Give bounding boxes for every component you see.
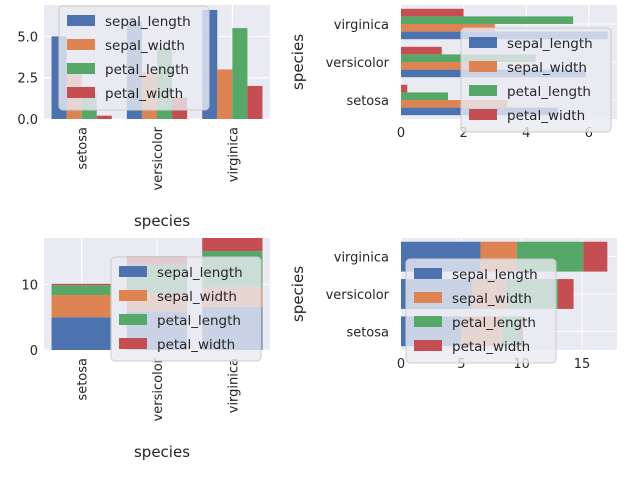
bar-petal_width-versicolor [401,46,442,55]
bar-petal_length-virginica [401,16,574,24]
y-tick-label: 10 [21,279,38,294]
legend-box [110,256,262,362]
legend-swatch-petal_length [414,316,442,327]
x-tick-label: setosa [76,127,91,170]
legend-entry-sepal_width: sepal_width [157,289,237,305]
x-tick-label: 0 [397,126,405,141]
bar-petal_length-virginica [232,28,248,120]
legend-swatch-sepal_width [414,292,442,303]
legend-swatch-petal_width [469,109,497,120]
bar-sepal_width-versicolor [401,62,489,70]
x-axis-label: species [134,443,190,461]
bar-sepal_length-setosa [51,317,112,350]
x-tick-label: 6 [585,126,593,141]
legend-entry-sepal_length: sepal_length [105,14,191,30]
x-tick-label: virginica [226,358,241,413]
legend-box [460,27,612,133]
y-tick-label: versicolor [326,288,390,303]
x-tick-label: versicolor [151,126,166,190]
bar-petal_width-setosa [401,84,408,93]
legend-entry-petal_length: petal_length [105,62,189,78]
x-tick-label: 5 [457,357,465,372]
y-tick-label: setosa [346,94,389,109]
legend-swatch-sepal_width [119,290,147,301]
legend-swatch-petal_width [119,338,147,349]
x-tick-label: 2 [459,126,467,141]
legend-entry-petal_length: petal_length [452,315,536,331]
y-tick-label: virginica [334,251,389,266]
legend-entry-petal_width: petal_width [452,339,530,355]
legend-swatch-petal_length [119,314,147,325]
legend-swatch-sepal_length [469,37,497,48]
y-tick-label: 5.0 [17,30,38,45]
legend-entry-petal_width: petal_width [105,86,183,102]
y-tick-label: 0 [30,344,38,359]
legend-entry-sepal_width: sepal_width [452,291,532,307]
bar-petal_width-virginica [401,8,464,17]
y-tick-label: versicolor [326,56,390,71]
x-tick-label: versicolor [151,357,166,421]
legend-entry-sepal_length: sepal_length [452,267,538,283]
y-axis-label: species [289,266,307,322]
bar-petal_width-virginica [202,238,263,252]
y-tick-label: 2.5 [17,72,38,87]
bar-sepal_width-setosa [51,294,112,318]
bar-sepal_width-virginica [401,24,495,32]
legend-swatch-sepal_width [67,39,95,50]
legend-entry-sepal_width: sepal_width [507,60,587,76]
legend-box [58,5,210,111]
legend-box [405,258,557,364]
bar-petal_width-versicolor [557,279,574,309]
y-tick-label: setosa [346,325,389,340]
x-tick-label: 15 [574,357,591,372]
chart-panel-2: 0 2 4 6 setosa versicolor virginica species sepa… [289,5,617,141]
x-tick-label: 0 [397,357,405,372]
legend-swatch-petal_width [414,340,442,351]
chart-panel-3: 0 10 setosa versicolor virginica species sepal… [21,238,270,461]
bar-petal_length-setosa [401,92,448,100]
bar-petal_width-virginica [583,241,608,272]
legend-entry-sepal_width: sepal_width [105,38,185,54]
y-tick-label: virginica [334,18,389,33]
legend-swatch-petal_width [67,87,95,98]
legend-entry-sepal_length: sepal_length [157,265,243,281]
bar-petal_width-setosa [51,283,112,286]
legend-entry-petal_length: petal_length [507,84,591,100]
legend-swatch-sepal_length [67,15,95,26]
legend-swatch-petal_length [469,85,497,96]
legend-entry-petal_length: petal_length [157,313,241,329]
chart-panel-1: 0.0 2.5 5.0 setosa versicolor virginica specie… [17,5,270,230]
x-tick-label: virginica [226,127,241,182]
legend-swatch-sepal_length [414,268,442,279]
legend-swatch-petal_length [67,63,95,74]
y-tick-label: 0.0 [17,113,38,128]
legend-swatch-sepal_width [469,61,497,72]
x-tick-label: 4 [522,126,530,141]
legend-swatch-sepal_length [119,266,147,277]
bar-sepal_width-virginica [217,69,233,119]
x-axis-label: species [134,212,190,230]
bar-petal_width-virginica [247,85,263,119]
y-axis-label: species [289,34,307,90]
x-tick-label: setosa [76,358,91,401]
legend-entry-petal_width: petal_width [157,337,235,353]
bar-sepal_width-setosa [401,100,508,108]
legend-entry-petal_width: petal_width [507,108,585,124]
bar-petal_length-setosa [51,285,112,295]
bar-petal_width-setosa [96,115,112,119]
legend-entry-sepal_length: sepal_length [507,36,593,52]
